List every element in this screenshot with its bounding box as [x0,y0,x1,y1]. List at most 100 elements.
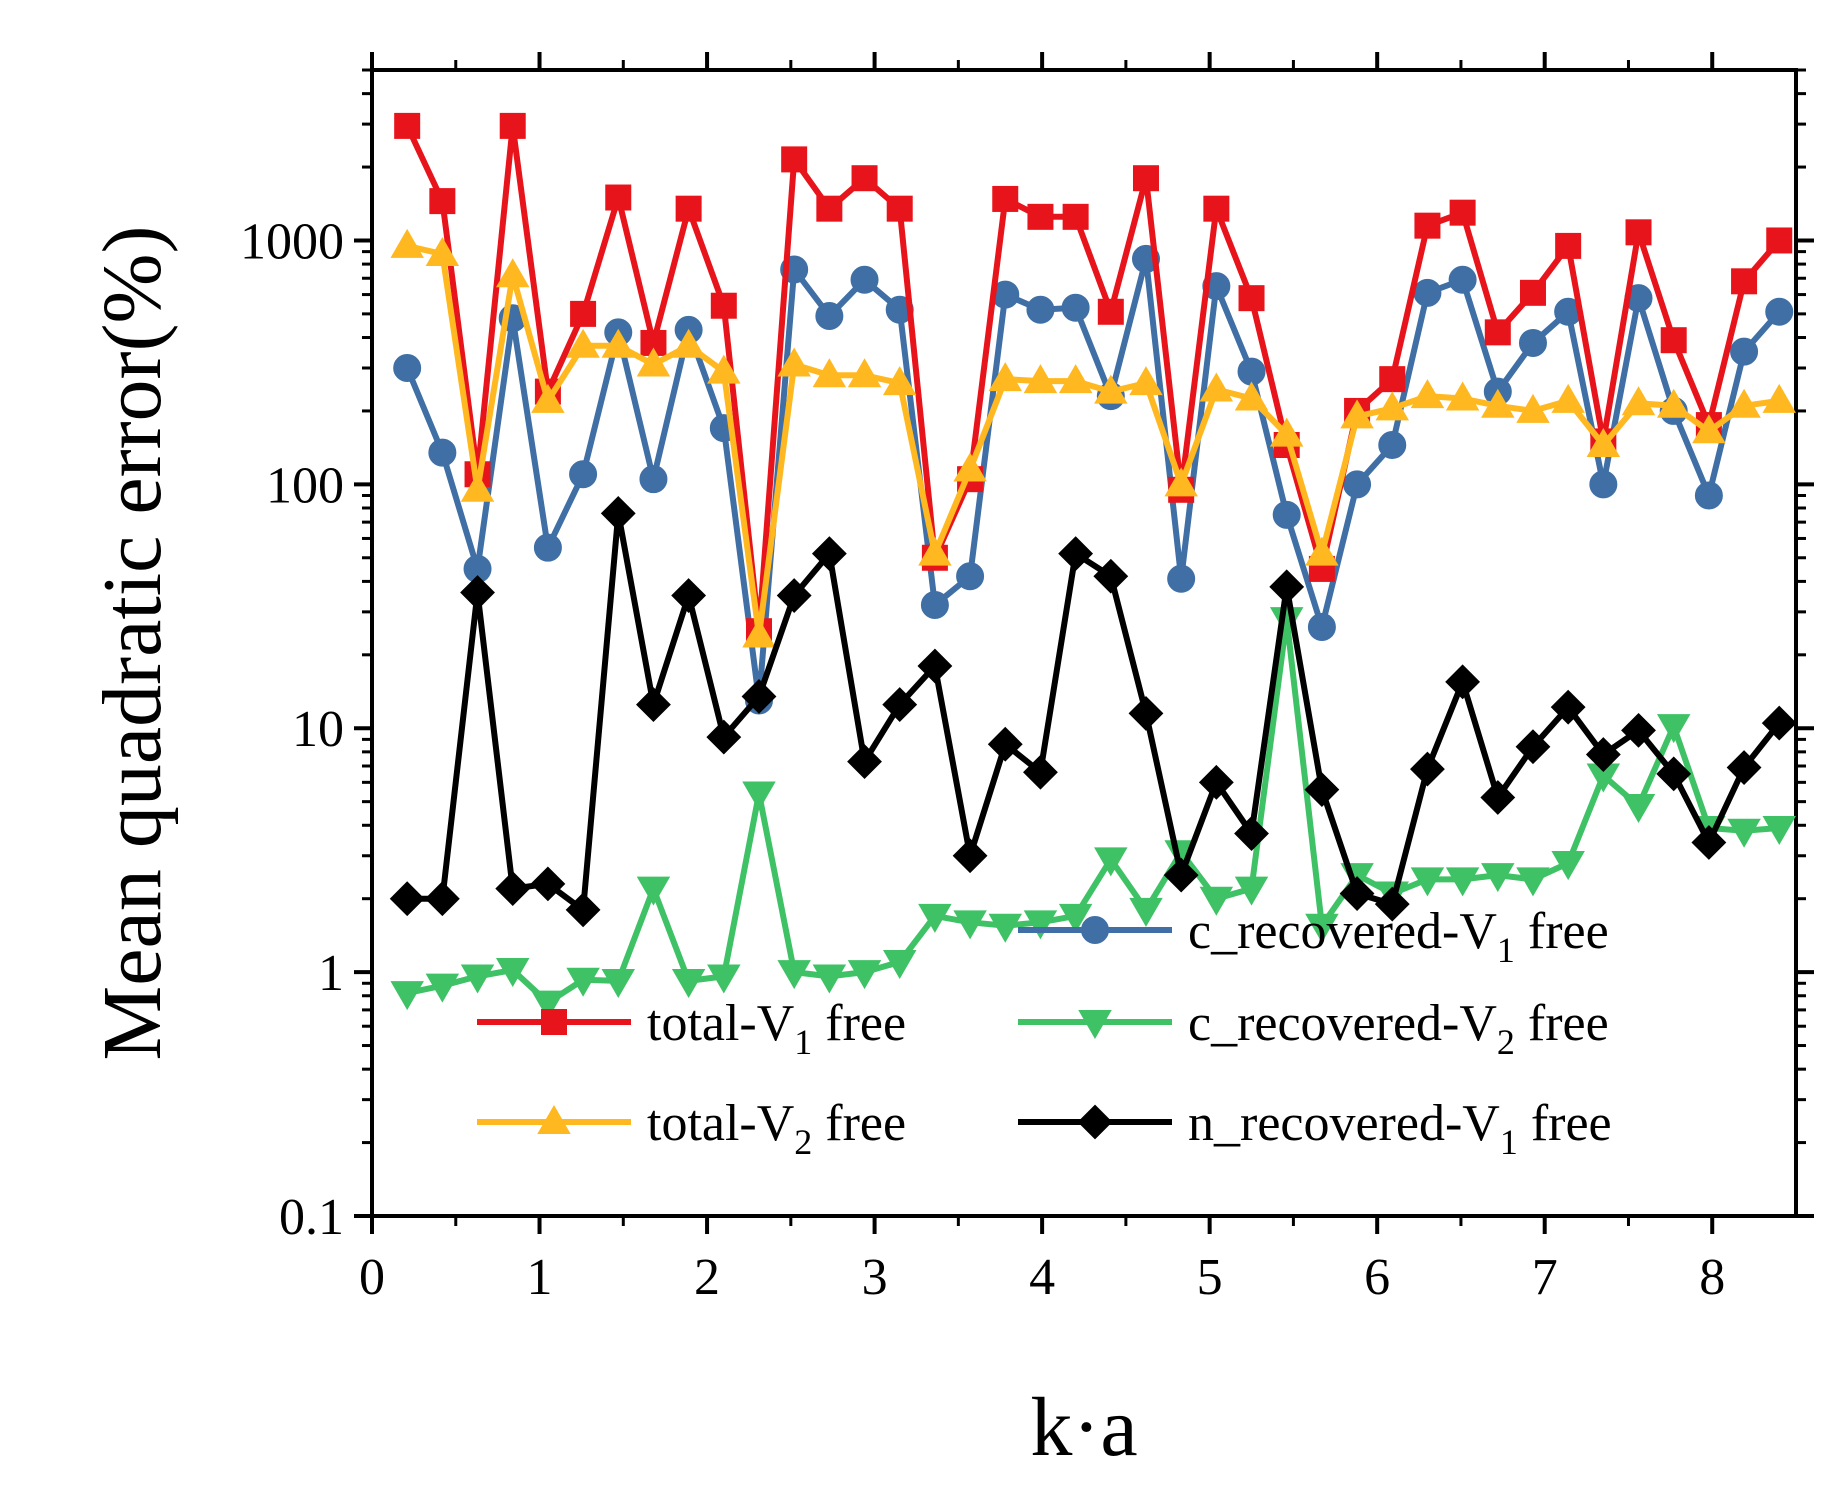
data-point [1128,696,1164,731]
data-point [1660,327,1687,354]
data-point [1445,664,1481,700]
data-point [1481,388,1515,418]
data-point [1058,536,1094,572]
data-point [1413,278,1442,307]
data-point [1234,381,1269,411]
x-tick-label: 1 [527,1249,553,1306]
legend-marker [1077,1104,1113,1140]
y-axis: 0.1 1 10 100 1000 [240,68,1814,1246]
data-point [1272,500,1301,529]
data-point [424,881,460,917]
data-point [394,112,421,139]
data-point [920,591,949,620]
data-point [1198,764,1234,800]
data-point [1625,219,1652,246]
legend-item: c_recovered-V1 free [1018,903,1609,970]
series-line [406,616,1780,1006]
x-axis-title: k·a [1030,1381,1137,1474]
data-point [639,465,668,494]
data-point [847,358,882,388]
data-point [1410,379,1445,409]
data-point [499,112,526,139]
y-tick-label: 100 [266,457,344,514]
data-point [1727,818,1761,848]
data-point [390,981,424,1011]
data-point [706,719,742,755]
legend-marker [537,1104,571,1134]
data-point [1199,886,1234,916]
legend-item: n_recovered-V1 free [1018,1095,1612,1162]
legend-label: n_recovered-V1 free [1188,1095,1612,1162]
data-point [1203,195,1230,222]
y-tick-label: 0.1 [279,1189,344,1246]
plot-border [370,68,1798,1218]
data-point [1481,863,1515,893]
data-point [847,960,882,990]
legend-label: total-V1 free [647,995,906,1062]
data-point [1129,366,1163,396]
data-point [1269,417,1304,447]
data-point [495,958,530,988]
data-point [886,195,913,222]
data-point [1586,427,1621,457]
data-point [1379,366,1406,393]
data-point [425,237,460,267]
data-point [1027,203,1054,230]
data-point [1515,729,1551,765]
data-point [530,866,566,902]
data-point [1585,737,1621,772]
series-line [407,510,1782,913]
data-point [460,472,495,502]
data-point [988,362,1022,392]
series-line [406,242,1780,639]
data-point [1199,372,1234,402]
data-point [495,258,530,288]
data-point [811,536,847,572]
data-point [636,347,671,377]
data-point [1414,212,1441,239]
series-3 [390,228,1796,648]
data-point [952,838,988,874]
legend-item: total-V2 free [477,1095,906,1162]
data-point [777,960,811,990]
data-point [531,383,565,413]
data-point [850,265,879,294]
data-point [601,968,635,998]
x-tick-label: 2 [694,1249,720,1306]
data-point [531,990,565,1020]
data-point [1621,386,1656,416]
data-point [1378,430,1407,459]
series-1 [394,112,1793,645]
legend-marker [1078,1010,1112,1040]
data-point [533,533,562,562]
data-point [1410,867,1445,897]
data-point [1023,754,1058,790]
data-point [1761,705,1797,741]
data-point [1550,689,1586,725]
data-point [390,228,424,258]
data-point [570,300,597,327]
data-point [917,648,953,684]
data-point [1692,414,1726,444]
data-point [988,913,1022,943]
data-point [776,578,812,613]
x-axis: 0 1 2 3 4 5 6 7 8 [359,52,1725,1306]
data-point [1551,383,1585,413]
data-point [425,973,460,1003]
legend-label: c_recovered-V1 free [1188,903,1609,970]
data-point [953,910,987,940]
data-point [460,575,495,610]
x-tick-label: 3 [862,1249,888,1306]
series-layer [389,112,1797,1020]
data-point [1374,886,1410,922]
data-point [495,871,531,907]
data-point [742,618,776,648]
data-point [1237,357,1266,386]
data-point [428,438,457,467]
data-point [1445,381,1480,411]
data-point [1058,903,1093,933]
data-point [956,562,985,591]
legend-marker [1081,916,1109,944]
data-point [987,726,1023,762]
data-point [1163,857,1199,893]
